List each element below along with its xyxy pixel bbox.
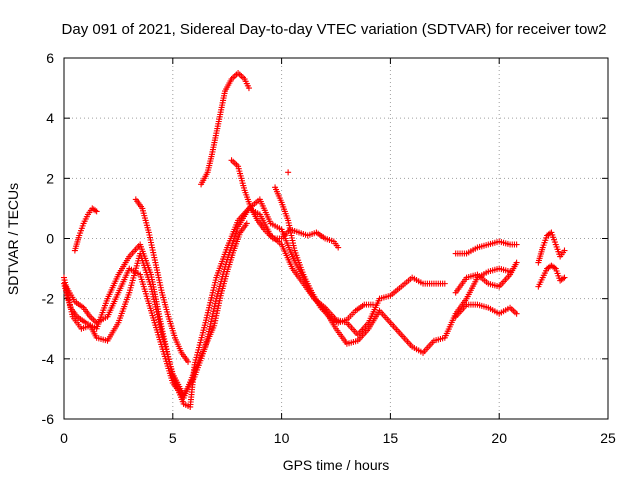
x-tick-label: 15 — [383, 430, 399, 446]
data-point — [441, 280, 448, 287]
data-point — [513, 259, 520, 266]
data-point — [561, 274, 568, 281]
series-track-i — [285, 169, 292, 176]
series-track-c — [63, 220, 250, 401]
tick-labels: 0 5 10 15 20 25 -6 -4 -2 0 2 4 6 — [42, 50, 616, 446]
series-track-f — [198, 70, 252, 188]
grid — [64, 58, 608, 419]
x-axis-label: GPS time / hours — [283, 457, 390, 473]
series-track-j — [452, 238, 520, 257]
data-point — [561, 247, 568, 254]
series-track-a — [61, 196, 448, 410]
data-point — [93, 208, 100, 215]
series-track-b — [61, 205, 514, 398]
y-tick-label: 6 — [46, 50, 54, 66]
y-tick-label: 4 — [46, 110, 54, 126]
series-track-h — [272, 184, 376, 326]
series-track-e — [132, 196, 192, 365]
data-point — [243, 220, 250, 227]
x-tick-label: 20 — [491, 430, 507, 446]
data-point — [285, 169, 292, 176]
data-point — [369, 301, 376, 308]
series-track-l — [452, 301, 520, 320]
x-tick-label: 0 — [60, 430, 68, 446]
y-axis-label: SDTVAR / TECUs — [5, 183, 21, 295]
y-tick-label: 0 — [46, 231, 54, 247]
x-tick-label: 25 — [600, 430, 616, 446]
data-point — [335, 244, 342, 251]
y-tick-label: -6 — [42, 411, 55, 427]
series-track-m — [535, 229, 568, 266]
data-point — [513, 310, 520, 317]
x-tick-label: 10 — [274, 430, 290, 446]
y-tick-label: -2 — [42, 291, 55, 307]
chart-title: Day 091 of 2021, Sidereal Day-to-day VTE… — [62, 21, 607, 38]
y-tick-label: -4 — [42, 351, 55, 367]
x-tick-label: 5 — [169, 430, 177, 446]
data-point — [513, 241, 520, 248]
series-track-g — [228, 157, 342, 251]
series-track-k — [452, 259, 520, 296]
series-track-d — [71, 205, 100, 254]
data-point — [245, 85, 252, 92]
series-track-n — [535, 262, 568, 290]
data-point — [185, 358, 192, 365]
ticks — [63, 57, 609, 420]
data-points — [61, 70, 568, 410]
y-tick-label: 2 — [46, 170, 54, 186]
